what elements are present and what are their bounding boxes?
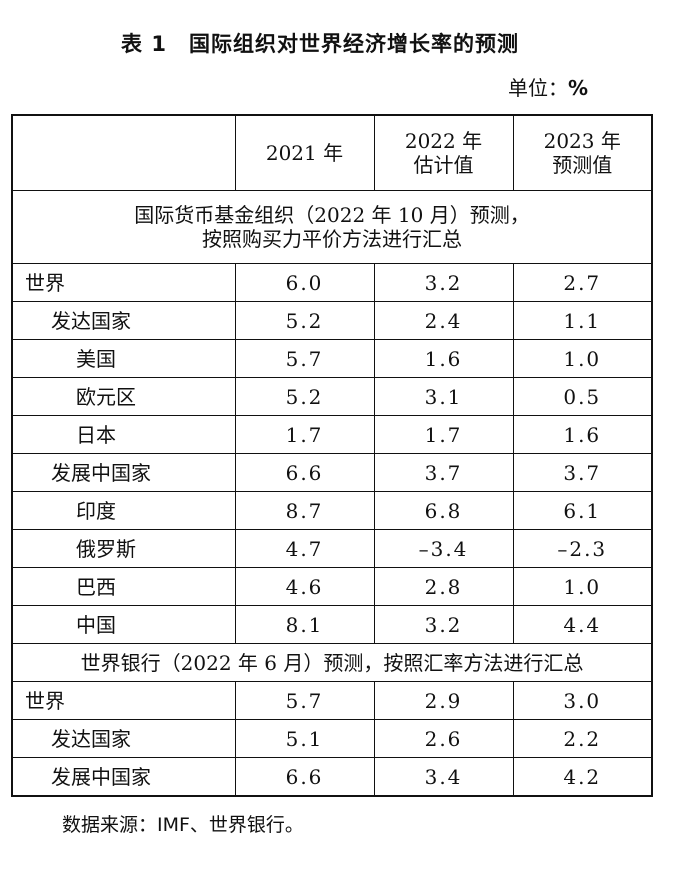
value-2021: 5.2 — [234, 301, 375, 340]
row-label: 发展中国家 — [11, 453, 236, 492]
header-empty-cell — [11, 114, 236, 191]
value-2021: 8.7 — [234, 491, 375, 530]
row-label: 巴西 — [11, 567, 236, 606]
value-2023: 3.7 — [512, 453, 653, 492]
section-worldbank-row: 世界银行（2022 年 6 月）预测，按照汇率方法进行汇总 — [11, 643, 653, 682]
value-2023: –2.3 — [512, 529, 653, 568]
table-row: 巴西 4.6 2.8 1.0 — [11, 567, 653, 606]
header-2023-year: 2023 年 — [543, 129, 621, 153]
row-label: 世界 — [11, 681, 236, 720]
value-2022: 3.1 — [373, 377, 514, 416]
growth-forecast-table: 2021 年 2022 年估计值 2023 年预测值 国际货币基金组织（2022… — [11, 114, 653, 797]
value-2023: 1.0 — [512, 339, 653, 378]
value-2021: 4.6 — [234, 567, 375, 606]
value-2023: 1.0 — [512, 567, 653, 606]
value-2023: 4.4 — [512, 605, 653, 644]
data-source-note: 数据来源：IMF、世界银行。 — [62, 814, 304, 836]
row-label: 发达国家 — [11, 719, 236, 758]
table-row: 发展中国家 6.6 3.7 3.7 — [11, 453, 653, 492]
value-2023: 3.0 — [512, 681, 653, 720]
value-2022: 1.6 — [373, 339, 514, 378]
row-label: 发展中国家 — [11, 757, 236, 797]
table-row: 发展中国家 6.6 3.4 4.2 — [11, 757, 653, 797]
header-2022-type: 估计值 — [413, 153, 474, 177]
value-2022: 2.6 — [373, 719, 514, 758]
header-2021: 2021 年 — [234, 114, 375, 191]
value-2021: 6.6 — [234, 453, 375, 492]
value-2021: 8.1 — [234, 605, 375, 644]
row-label: 发达国家 — [11, 301, 236, 340]
header-2023-type: 预测值 — [552, 153, 613, 177]
table-number: 表 1 — [121, 32, 167, 56]
value-2021: 6.0 — [234, 263, 375, 302]
value-2023: 1.1 — [512, 301, 653, 340]
table-row: 发达国家 5.2 2.4 1.1 — [11, 301, 653, 340]
header-2022: 2022 年估计值 — [373, 114, 514, 191]
section-imf-heading: 国际货币基金组织（2022 年 10 月）预测， 按照购买力平价方法进行汇总 — [11, 190, 653, 264]
section-imf-line2: 按照购买力平价方法进行汇总 — [202, 227, 462, 251]
row-label: 欧元区 — [11, 377, 236, 416]
value-2022: 1.7 — [373, 415, 514, 454]
row-label: 印度 — [11, 491, 236, 530]
row-label: 中国 — [11, 605, 236, 644]
table-title-text: 国际组织对世界经济增长率的预测 — [188, 32, 519, 56]
value-2023: 2.2 — [512, 719, 653, 758]
value-2022: 6.8 — [373, 491, 514, 530]
row-label: 美国 — [11, 339, 236, 378]
table-header-row: 2021 年 2022 年估计值 2023 年预测值 — [11, 114, 653, 191]
value-2022: 2.8 — [373, 567, 514, 606]
value-2023: 2.7 — [512, 263, 653, 302]
header-2022-year: 2022 年 — [404, 129, 483, 153]
header-2023: 2023 年预测值 — [512, 114, 653, 191]
table-row: 俄罗斯 4.7 –3.4 –2.3 — [11, 529, 653, 568]
unit-symbol: % — [567, 76, 588, 100]
value-2022: 3.2 — [373, 263, 514, 302]
value-2022: 3.2 — [373, 605, 514, 644]
value-2021: 1.7 — [234, 415, 375, 454]
section-imf-row: 国际货币基金组织（2022 年 10 月）预测， 按照购买力平价方法进行汇总 — [11, 190, 653, 264]
table-row: 日本 1.7 1.7 1.6 — [11, 415, 653, 454]
table-row: 世界 6.0 3.2 2.7 — [11, 263, 653, 302]
row-label: 俄罗斯 — [11, 529, 236, 568]
value-2023: 6.1 — [512, 491, 653, 530]
unit-label: 单位：% — [508, 72, 588, 101]
row-label: 世界 — [11, 263, 236, 302]
table-row: 印度 8.7 6.8 6.1 — [11, 491, 653, 530]
section-worldbank-heading: 世界银行（2022 年 6 月）预测，按照汇率方法进行汇总 — [11, 643, 653, 682]
section-imf-line1: 国际货币基金组织（2022 年 10 月）预测， — [134, 203, 530, 227]
value-2023: 4.2 — [512, 757, 653, 797]
value-2022: 3.4 — [373, 757, 514, 797]
value-2021: 5.1 — [234, 719, 375, 758]
table-row: 美国 5.7 1.6 1.0 — [11, 339, 653, 378]
table-row: 世界 5.7 2.9 3.0 — [11, 681, 653, 720]
value-2022: –3.4 — [373, 529, 514, 568]
table-row: 发达国家 5.1 2.6 2.2 — [11, 719, 653, 758]
unit-text: 单位： — [507, 76, 568, 100]
table-title: 表 1 国际组织对世界经济增长率的预测 — [0, 28, 640, 58]
value-2021: 5.2 — [234, 377, 375, 416]
table-row: 中国 8.1 3.2 4.4 — [11, 605, 653, 644]
value-2021: 4.7 — [234, 529, 375, 568]
value-2021: 5.7 — [234, 681, 375, 720]
table-row: 欧元区 5.2 3.1 0.5 — [11, 377, 653, 416]
row-label: 日本 — [11, 415, 236, 454]
value-2021: 5.7 — [234, 339, 375, 378]
value-2022: 3.7 — [373, 453, 514, 492]
value-2022: 2.9 — [373, 681, 514, 720]
value-2023: 0.5 — [512, 377, 653, 416]
value-2021: 6.6 — [234, 757, 375, 797]
value-2023: 1.6 — [512, 415, 653, 454]
value-2022: 2.4 — [373, 301, 514, 340]
